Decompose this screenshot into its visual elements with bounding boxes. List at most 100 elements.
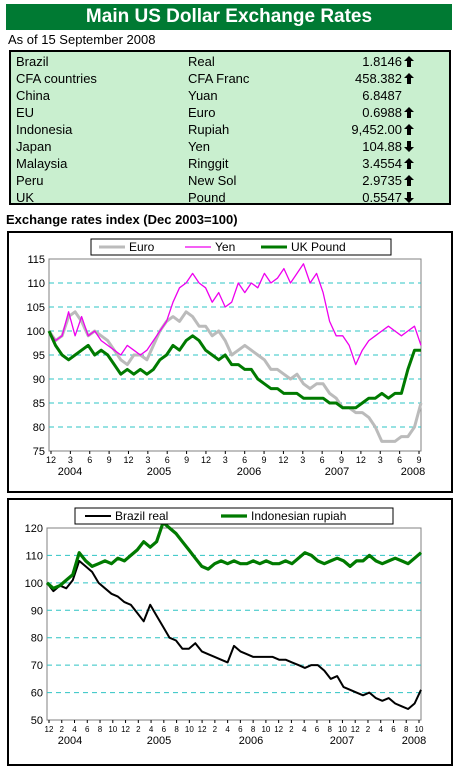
rate-country: EU (16, 105, 35, 120)
rate-country: CFA countries (16, 71, 97, 86)
x-tick-label: 3 (68, 455, 73, 465)
x-tick-label: 9 (107, 455, 112, 465)
as-of-date: As of 15 September 2008 (8, 32, 156, 47)
legend-label: UK Pound (291, 240, 346, 254)
rate-value: 3.4554 (362, 156, 402, 171)
legend-label: Yen (215, 240, 235, 254)
rate-row: Malaysia Ringgit 3.4554 (11, 155, 449, 172)
rate-row: China Yuan 6.8487 (11, 87, 449, 104)
y-tick-label: 110 (25, 550, 43, 562)
x-tick-label: 8 (404, 725, 409, 734)
legend-label: Euro (129, 240, 155, 254)
rate-country: Japan (16, 139, 52, 154)
x-tick-label: 10 (185, 725, 194, 734)
x-year-label: 2004 (58, 466, 82, 478)
x-tick-label: 12 (278, 455, 288, 465)
x-tick-label: 12 (201, 455, 211, 465)
rate-country: Brazil (16, 54, 49, 69)
x-tick-label: 9 (262, 455, 267, 465)
rate-currency: Euro (188, 105, 216, 120)
x-tick-label: 6 (242, 455, 247, 465)
x-year-label: 2007 (330, 735, 354, 747)
rate-value: 9,452.00 (351, 122, 402, 137)
rate-value: 0.6988 (362, 105, 402, 120)
x-tick-label: 8 (327, 725, 332, 734)
y-tick-label: 115 (27, 254, 45, 266)
legend-label: Brazil real (115, 509, 168, 523)
x-tick-label: 2 (60, 725, 65, 734)
rate-row: CFA countries CFA Franc 458.382 (11, 70, 449, 87)
arrow-up-icon (404, 53, 416, 70)
arrow-up-icon (404, 121, 416, 138)
series-line-brazil-real (46, 559, 422, 710)
x-year-label: 2005 (147, 466, 171, 478)
rate-country: Malaysia (16, 156, 68, 171)
rate-currency: CFA Franc (188, 71, 250, 86)
x-tick-label: 6 (165, 455, 170, 465)
x-tick-label: 10 (338, 725, 347, 734)
x-tick-label: 6 (320, 455, 325, 465)
x-tick-label: 2 (366, 725, 371, 734)
x-tick-label: 12 (45, 725, 54, 734)
x-tick-label: 3 (223, 455, 228, 465)
chart-section-title: Exchange rates index (Dec 2003=100) (6, 212, 238, 227)
x-tick-label: 9 (339, 455, 344, 465)
x-tick-label: 12 (351, 725, 360, 734)
x-year-label: 2008 (401, 466, 425, 478)
x-tick-label: 4 (302, 725, 307, 734)
page-title: Main US Dollar Exchange Rates (6, 4, 452, 30)
index-chart-1: 75 80 85 90 95 100 105 110 115 12 3 6 9 12 3 6 9 12 3 6 9 12 3… (27, 238, 425, 478)
rate-country: UK (16, 190, 35, 205)
x-tick-label: 12 (46, 455, 56, 465)
x-tick-label: 10 (415, 725, 424, 734)
x-tick-label: 8 (98, 725, 103, 734)
legend-box (90, 238, 392, 256)
exchange-rate-table: Brazil Real 1.8146 CFA countries CFA Franc 45… (9, 50, 451, 205)
x-tick-label: 3 (378, 455, 383, 465)
x-tick-label: 9 (184, 455, 189, 465)
rate-value: 2.9735 (362, 173, 402, 188)
x-tick-label: 6 (87, 455, 92, 465)
x-tick-label: 6 (397, 455, 402, 465)
y-tick-label: 70 (31, 660, 43, 672)
rate-row: EU Euro 0.6988 (11, 104, 449, 121)
y-tick-label: 60 (31, 688, 43, 700)
y-tick-label: 100 (27, 326, 45, 338)
arrow-up-icon (404, 155, 416, 172)
x-year-label: 2008 (402, 735, 426, 747)
y-tick-label: 90 (31, 605, 43, 617)
x-tick-label: 6 (162, 725, 167, 734)
y-tick-label: 50 (31, 715, 43, 727)
x-year-label: 2006 (237, 466, 261, 478)
arrow-up-icon (404, 70, 416, 87)
chart-panel-real-rupiah: 50 60 70 80 90 100 110 120 12 2 4 6 8 10 12 2 4 6 8 10 12 2 4 6… (7, 498, 453, 766)
rate-value: 1.8146 (362, 54, 402, 69)
x-tick-label: 12 (198, 725, 207, 734)
rate-currency: Yen (188, 139, 210, 154)
y-tick-label: 100 (25, 578, 43, 590)
y-tick-label: 75 (33, 446, 45, 458)
rate-value: 458.382 (355, 71, 402, 86)
x-tick-label: 10 (108, 725, 117, 734)
rate-currency: Rupiah (188, 122, 230, 137)
x-tick-label: 6 (315, 725, 320, 734)
rate-country: Peru (16, 173, 44, 188)
arrow-down-icon (404, 138, 416, 155)
chart-panel-euro-yen-pound: 75 80 85 90 95 100 105 110 115 12 3 6 9 12 3 6 9 12 3 6 9 12 3… (7, 231, 453, 493)
x-tick-label: 2 (136, 725, 141, 734)
y-tick-label: 80 (31, 633, 43, 645)
x-tick-label: 12 (274, 725, 283, 734)
x-tick-label: 10 (261, 725, 270, 734)
x-tick-label: 12 (356, 455, 366, 465)
y-tick-label: 90 (33, 374, 45, 386)
x-year-label: 2006 (239, 735, 263, 747)
rate-currency: Yuan (188, 88, 218, 103)
rate-row: Brazil Real 1.8146 (11, 53, 449, 70)
x-year-label: 2004 (58, 735, 82, 747)
x-tick-label: 4 (149, 725, 154, 734)
rate-row: Peru New Sol 2.9735 (11, 172, 449, 189)
rate-row: Indonesia Rupiah 9,452.00 (11, 121, 449, 138)
plot-area (46, 527, 422, 721)
x-tick-label: 3 (145, 455, 150, 465)
rate-row: UK Pound 0.5547 (11, 189, 449, 206)
